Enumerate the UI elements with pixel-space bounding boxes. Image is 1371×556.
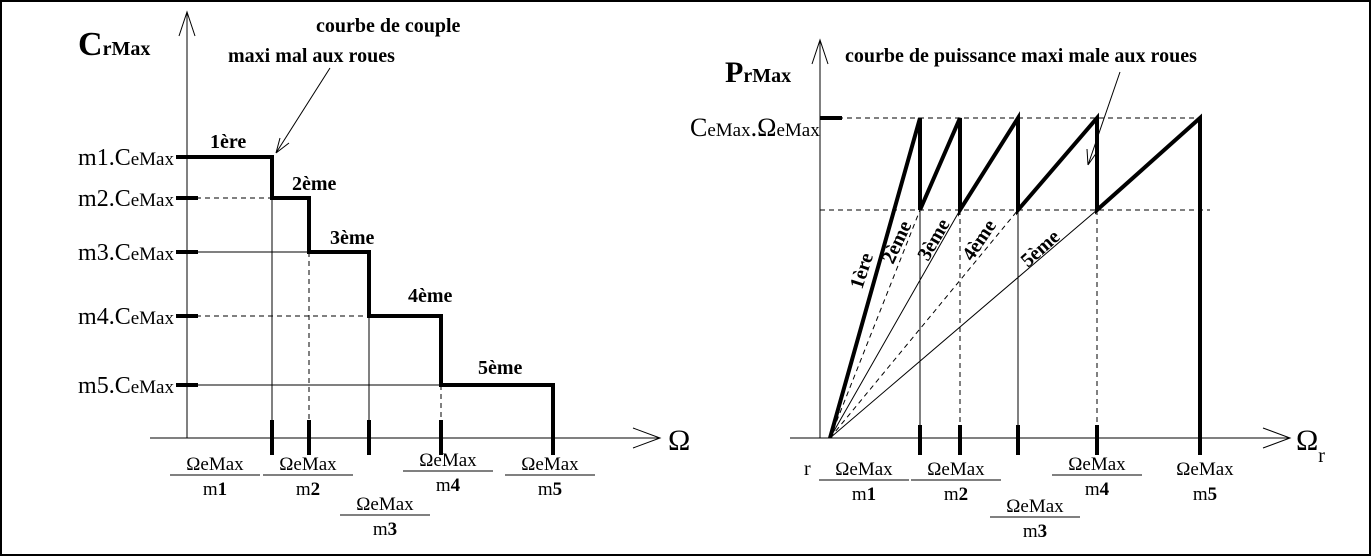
y-level-label-part: m1.: [78, 145, 115, 171]
y-level-label-part: m4.: [78, 304, 115, 330]
x-label-den-part: 5: [1208, 484, 1218, 505]
y-level-label-part: eMax: [707, 120, 751, 141]
y-level-label-part: eMax: [131, 377, 175, 398]
x-label-den-part: m: [944, 484, 959, 505]
x-label-num: ΩeMax: [927, 459, 985, 480]
x-label-den-part: 1: [867, 484, 877, 505]
gear-label: 5ème: [478, 357, 523, 379]
x-label-den-part: m: [296, 479, 311, 500]
x-label-den: m5: [1193, 484, 1217, 505]
y-axis-title: CrMax: [78, 26, 150, 63]
x-label-den-part: m: [373, 519, 388, 540]
y-axis-title: PrMax: [725, 56, 791, 89]
x-axis-symbol-part: Ω: [1296, 424, 1318, 457]
y-axis-title-part: rMax: [743, 65, 791, 87]
y-level-label-part: C: [115, 145, 131, 171]
x-label-den-part: m: [1085, 479, 1100, 500]
x-label-den-part: m: [436, 475, 451, 496]
x-label-num: ΩeMax: [279, 454, 337, 475]
x-label-den: m4: [1085, 479, 1110, 500]
y-level-label-part: C: [690, 113, 707, 142]
x-axis-symbol-part: Ω: [668, 424, 690, 457]
y-level-label-part: m5.: [78, 373, 115, 399]
x-label-den-part: m: [1023, 521, 1038, 542]
x-label-den-part: m: [1193, 484, 1208, 505]
x-label-num: ΩeMax: [521, 454, 579, 475]
y-level-label: m3.CeMax: [78, 240, 174, 266]
y-level-label-part: eMax: [131, 308, 175, 329]
y-level-label-part: C: [115, 240, 131, 266]
x-axis-symbol-part: r: [1318, 445, 1325, 467]
x-label-den: m1: [852, 484, 876, 505]
x-label-den: m2: [944, 484, 968, 505]
x-label-den-part: m: [538, 479, 553, 500]
right-axes: [790, 38, 1292, 449]
x-axis-symbol: Ω: [668, 424, 690, 457]
y-level-label: m4.CeMax: [78, 304, 174, 330]
y-level-label-part: C: [115, 304, 131, 330]
x-label-den-part: 3: [1038, 521, 1048, 542]
y-level-label-part: m3.: [78, 240, 115, 266]
x-label-den: m4: [436, 475, 461, 496]
gear-label: 3ème: [330, 227, 375, 249]
y-axis-title-part: C: [78, 26, 103, 63]
x-label-den-part: 1: [218, 479, 228, 500]
y-level-label-part: .Ω: [751, 113, 777, 142]
annotation: courbe de couple: [316, 15, 461, 37]
y-level-label: m5.CeMax: [78, 373, 174, 399]
gear-label: 4ème: [408, 285, 453, 307]
y-level-label-part: C: [115, 186, 131, 212]
x-label-num: ΩeMax: [419, 450, 477, 471]
x-axis-symbol: Ωr: [1296, 424, 1325, 467]
x-label-den-part: 4: [1100, 479, 1110, 500]
y-level-label: CeMax.ΩeMax: [690, 113, 820, 142]
y-level-label-part: eMax: [131, 190, 175, 211]
x-label-den-part: 5: [553, 479, 563, 500]
x-label-num: ΩeMax: [1068, 454, 1126, 475]
y-level-label-part: eMax: [131, 149, 175, 170]
y-level-label: m2.CeMax: [78, 186, 174, 212]
gear-label: 1ère: [210, 131, 246, 153]
x-label-den-part: 2: [959, 484, 969, 505]
gear-label: 2ème: [292, 173, 337, 195]
x-label-den: m2: [296, 479, 320, 500]
y-level-label-part: m2.: [78, 186, 115, 212]
x-label-den-part: m: [852, 484, 867, 505]
x-label-num: ΩeMax: [835, 459, 893, 480]
annotation: maxi mal aux roues: [228, 45, 395, 67]
y-level-label-part: C: [115, 373, 131, 399]
x-label-den: m3: [1023, 521, 1047, 542]
x-label-den-part: 3: [388, 519, 398, 540]
x-label-num: ΩeMax: [1176, 459, 1234, 480]
x-label-den: m1: [203, 479, 227, 500]
annotation: courbe de puissance maxi male aux roues: [845, 45, 1197, 67]
x-label-den-part: m: [203, 479, 218, 500]
y-axis-title-part: P: [725, 56, 743, 89]
y-level-label-part: eMax: [131, 244, 175, 265]
x-label-den: m5: [538, 479, 562, 500]
y-axis-title-part: rMax: [103, 38, 151, 60]
y-level-label: m1.CeMax: [78, 145, 174, 171]
x-label-num: ΩeMax: [186, 454, 244, 475]
x-label-den-part: 4: [451, 475, 461, 496]
y-level-label-part: eMax: [776, 120, 820, 141]
x-label-den: m3: [373, 519, 397, 540]
x-label-num: ΩeMax: [356, 494, 414, 515]
x-label-num: ΩeMax: [1006, 496, 1064, 517]
origin-label: r: [804, 458, 811, 480]
x-label-den-part: 2: [311, 479, 321, 500]
left-axes: [150, 10, 662, 449]
